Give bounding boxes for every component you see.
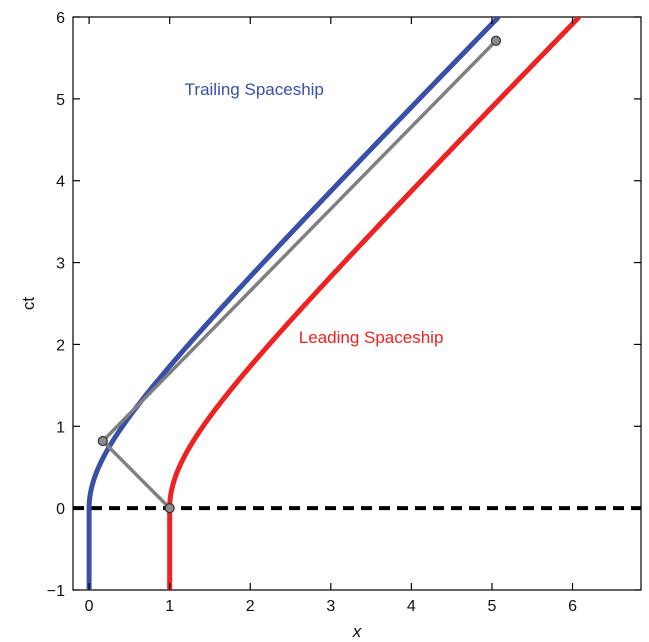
- y-tick-label: 3: [56, 256, 65, 273]
- y-axis-label: ct: [19, 297, 38, 311]
- y-axis-ticks: −1 0 1 2 3 4 5 6: [47, 10, 641, 600]
- x-tick-label: 2: [246, 598, 255, 615]
- x-tick-label: 1: [165, 598, 174, 615]
- y-tick-label: 4: [56, 174, 65, 191]
- series-line-leading-spaceship: [167, 17, 581, 590]
- event-marker: [490, 35, 502, 46]
- y-tick-label: 1: [56, 419, 65, 436]
- y-tick-label: 0: [56, 501, 65, 518]
- annotation-leading-spaceship: Leading Spaceship: [299, 328, 444, 347]
- x-tick-label: 3: [326, 598, 335, 615]
- event-marker: [164, 503, 175, 514]
- y-tick-label: 5: [56, 92, 65, 109]
- marker-layer: [97, 35, 502, 514]
- light-signal-segment: [101, 38, 498, 443]
- x-axis-ticks: 0 1 2 3 4 5 6: [85, 17, 577, 615]
- x-tick-label: 5: [487, 598, 496, 615]
- annotations: Trailing Spaceship Leading Spaceship: [185, 80, 444, 347]
- y-tick-label: −1: [47, 583, 65, 600]
- annotation-trailing-spaceship: Trailing Spaceship: [185, 80, 324, 99]
- y-tick-label: 2: [56, 337, 65, 354]
- series-layer: [86, 17, 581, 590]
- x-tick-label: 4: [407, 598, 416, 615]
- event-marker: [97, 435, 108, 447]
- light-signal-segment: [101, 439, 172, 510]
- x-tick-label: 6: [568, 598, 577, 615]
- x-tick-label: 0: [85, 598, 94, 615]
- light-signal-layer: [101, 38, 498, 510]
- series-line-trailing-spaceship: [86, 17, 501, 590]
- plot-frame: [72, 16, 642, 591]
- x-axis-label: x: [352, 622, 362, 641]
- y-tick-label: 6: [56, 10, 65, 27]
